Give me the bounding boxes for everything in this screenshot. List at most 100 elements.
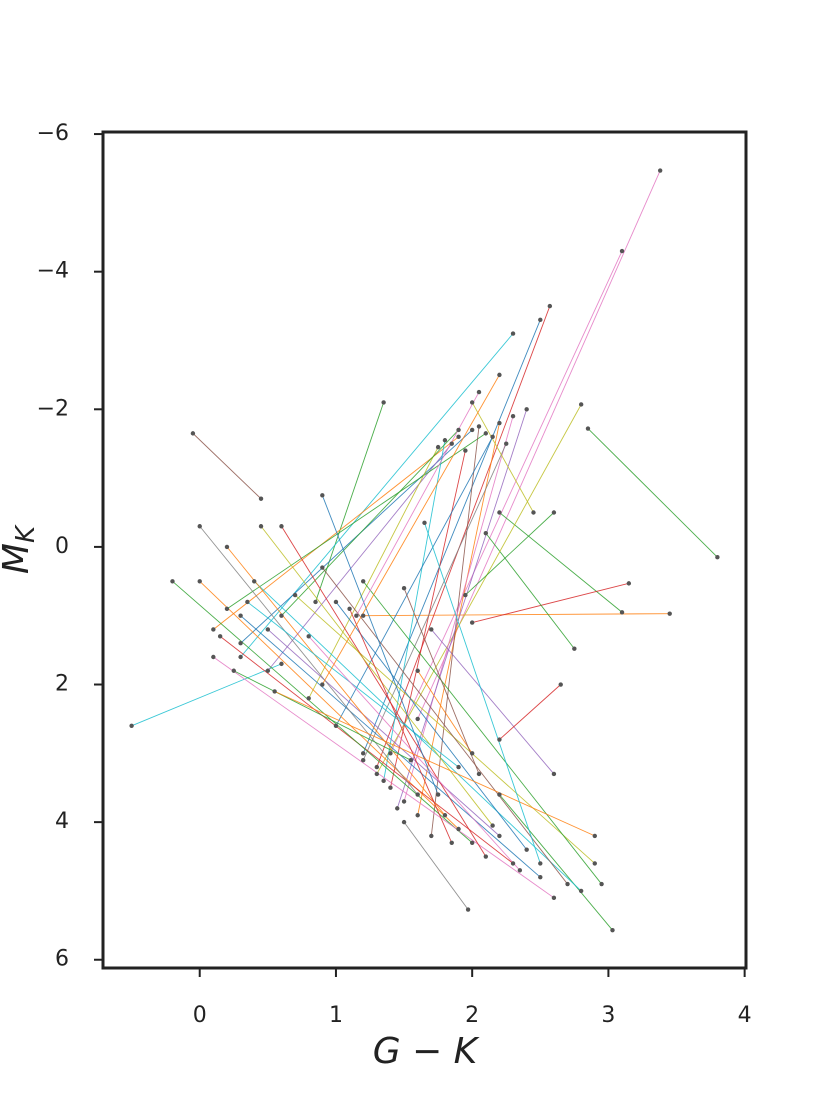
point [190,431,196,436]
segment-line [499,512,623,613]
point [429,627,434,632]
point [531,510,536,515]
x-tick-label: 0 [193,1003,207,1028]
point [497,420,502,426]
point [626,581,632,586]
point [490,823,495,828]
segment-line [267,443,453,672]
segment-line [362,581,602,885]
point [463,592,468,598]
x-tick-label: 4 [738,1003,752,1028]
point [565,881,570,887]
point [551,895,557,901]
point [538,317,543,323]
segment-line [424,522,541,864]
point [333,723,339,729]
segment-line [321,374,500,685]
segment-line [499,794,613,931]
point [374,771,380,777]
plot-frame [101,130,748,970]
segment-line [321,495,439,795]
segment-line [472,582,629,624]
point [572,646,577,651]
segment-line [240,615,541,878]
point [469,620,475,625]
point [483,530,489,536]
point [401,799,407,804]
segment-line [363,613,670,617]
segment-line [131,663,282,727]
segment-line [376,404,582,775]
point [279,613,284,618]
x-axis-label: G − K [373,1031,480,1072]
point [476,424,482,429]
point [599,881,604,887]
point [517,868,523,873]
point [504,441,509,446]
point [551,510,557,515]
point [388,751,393,756]
point [360,579,366,584]
y-label-sub: K [11,524,41,543]
segment-line [403,821,469,910]
segment-line [281,526,487,857]
x-tick-label: 2 [465,1003,479,1028]
point [415,716,420,722]
point [456,427,461,433]
point [465,907,471,912]
segment-line [362,319,541,754]
segment-line [213,436,459,630]
point [456,434,461,440]
point [395,806,400,811]
point [524,847,529,852]
segment-line [253,580,582,892]
point [360,613,366,618]
point [415,668,420,673]
point [442,813,448,818]
segment-line [226,433,487,610]
point [538,861,543,866]
point [306,634,311,639]
point [585,426,591,431]
segment-line [335,436,494,727]
segment-line [199,525,419,795]
point [715,555,720,560]
y-label-main: M [0,543,37,574]
point [551,771,557,777]
point [381,778,386,784]
y-tick-label: 6 [55,947,69,972]
segment-line [403,588,480,775]
segment-line [247,601,459,768]
segment-line [465,512,555,596]
y-axis-label: MK [0,524,41,574]
point [547,303,553,309]
x-tick-label: 3 [601,1003,615,1028]
segment-line [485,532,575,650]
point [360,751,366,756]
point [197,524,202,529]
point [456,826,461,832]
point [449,840,454,845]
segment-line [321,567,568,885]
point [592,833,597,839]
point [449,441,454,446]
point [265,627,271,632]
point [463,448,468,453]
point [524,407,529,412]
point [354,613,359,618]
segment-line [390,250,623,754]
point [619,248,625,254]
point [469,400,475,405]
segments [131,170,718,931]
segment-line [267,629,500,837]
segment-line [376,305,551,768]
point [279,524,284,529]
point [422,520,427,526]
point [238,641,243,646]
point [497,737,502,742]
point [619,610,625,615]
point [578,888,584,894]
point [272,689,277,694]
segment-line [294,594,596,864]
point [610,927,615,933]
